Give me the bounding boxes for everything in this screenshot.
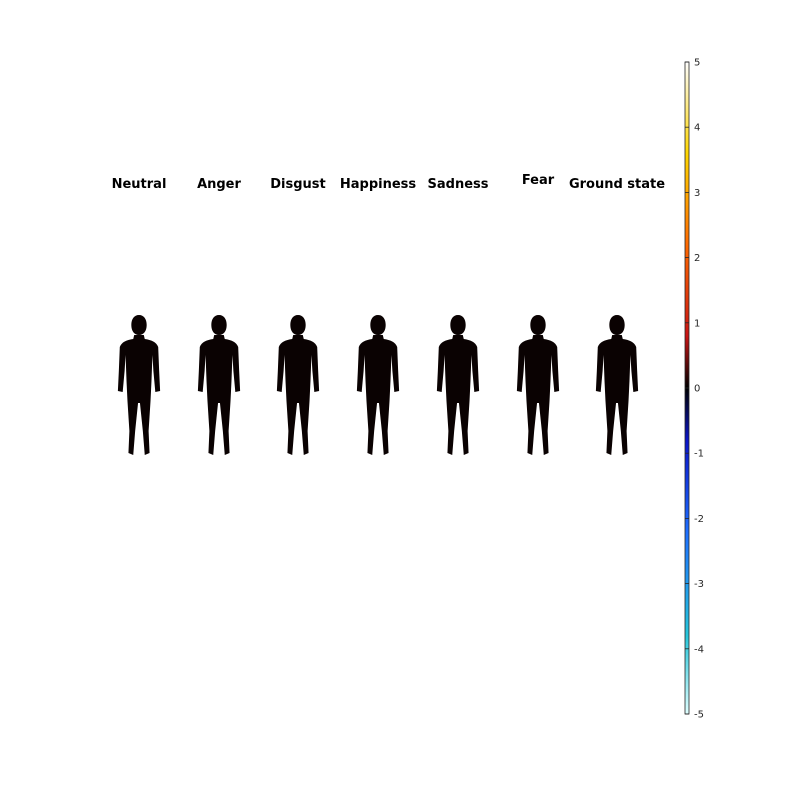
colorbar-tick-label: -1 — [694, 449, 704, 460]
colorbar-tick-label: -5 — [694, 710, 704, 721]
body-panel-3 — [276, 315, 320, 455]
body-silhouette — [117, 315, 161, 455]
colorbar-tick-label: 0 — [694, 384, 700, 395]
body-panel-5 — [436, 315, 480, 455]
panel-title-neutral: Neutral — [112, 177, 167, 192]
colorbar-tick-label: 5 — [694, 58, 700, 69]
colorbar: 5 4 3 2 1 0 -1 -2 -3 -4 -5 — [684, 58, 704, 721]
body-silhouette — [595, 315, 639, 455]
panel-title-ground-state: Ground state — [569, 177, 665, 192]
colorbar-tick-label: 2 — [694, 253, 700, 264]
body-panel-1 — [117, 315, 161, 455]
colorbar-tick-label: 1 — [694, 318, 700, 329]
body-silhouette — [197, 315, 241, 455]
colorbar-tick-label: 3 — [694, 188, 700, 199]
panel-titles: Neutral Anger Disgust Happiness Sadness … — [112, 173, 666, 192]
body-silhouette — [516, 315, 560, 455]
body-panel-6 — [516, 315, 560, 455]
body-panel-4 — [356, 315, 400, 455]
panel-title-happiness: Happiness — [340, 177, 417, 192]
body-panel-7 — [595, 315, 639, 455]
panel-title-anger: Anger — [197, 177, 241, 192]
panel-title-fear: Fear — [522, 173, 555, 188]
body-panels — [117, 315, 639, 455]
colorbar-tick-label: -2 — [694, 514, 704, 525]
colorbar-tick-label: -3 — [694, 579, 704, 590]
body-silhouette — [436, 315, 480, 455]
body-silhouette — [276, 315, 320, 455]
colorbar-tick-label: -4 — [694, 644, 704, 655]
body-silhouette — [356, 315, 400, 455]
colorbar-tick-label: 4 — [694, 123, 700, 134]
panel-title-sadness: Sadness — [428, 177, 489, 192]
colorbar-ticks: 5 4 3 2 1 0 -1 -2 -3 -4 -5 — [685, 58, 704, 721]
body-panel-2 — [197, 315, 241, 455]
panel-title-disgust: Disgust — [270, 177, 326, 192]
